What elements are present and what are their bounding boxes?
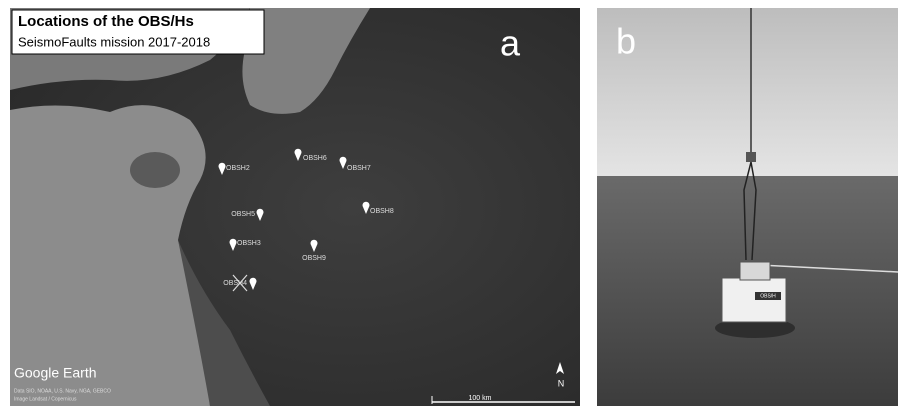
sicily — [10, 105, 210, 406]
marker-label: OBSH8 — [370, 208, 394, 215]
panel-label: a — [500, 23, 521, 64]
photo-panel: OBS/H b — [597, 8, 898, 406]
map-panel: Locations of the OBS/Hs SeismoFaults mis… — [10, 8, 580, 406]
panel-label: b — [616, 21, 636, 62]
attribution: Data SIO, NOAA, U.S. Navy, NGA, GEBCO — [14, 388, 111, 394]
marker-label: OBSH2 — [226, 165, 250, 172]
logo: Google Earth — [14, 365, 97, 381]
map-title: Locations of the OBS/Hs — [18, 13, 194, 30]
device-top — [740, 262, 770, 280]
map-subtitle: SeismoFaults mission 2017-2018 — [18, 34, 210, 49]
north-label: N — [558, 378, 565, 388]
marker-label: OBSH3 — [237, 240, 261, 247]
imagery: Image Landsat / Copernicus — [14, 396, 77, 402]
marker-label: OBSH4 — [223, 280, 247, 287]
marker-label: OBSH7 — [347, 165, 371, 172]
device-label: OBS/H — [760, 293, 776, 299]
shackle — [746, 152, 756, 162]
marker-label: OBSH5 — [231, 211, 255, 218]
marker-label: OBSH9 — [302, 255, 326, 262]
marker-label: OBSH6 — [303, 155, 327, 162]
figure: Locations of the OBS/Hs SeismoFaults mis… — [0, 0, 898, 406]
scale-label: 100 km — [469, 395, 492, 402]
sky — [597, 8, 898, 176]
etna — [130, 152, 180, 188]
